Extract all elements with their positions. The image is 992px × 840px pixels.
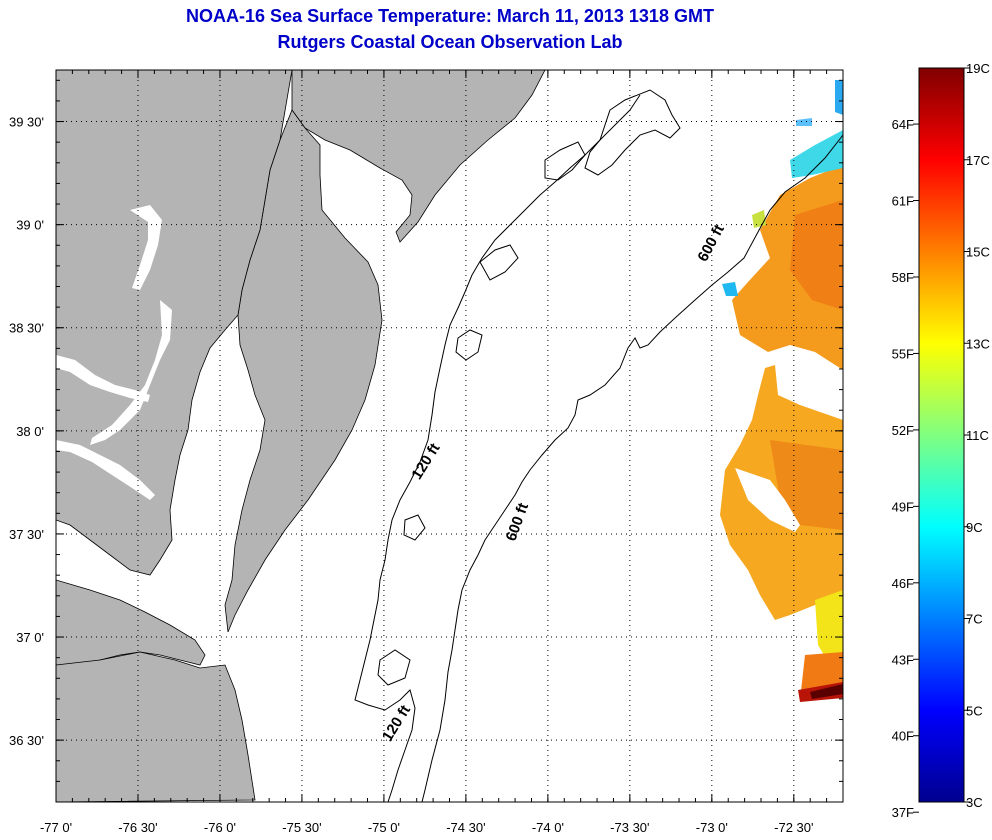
land-new-jersey xyxy=(291,70,546,243)
lon-tick-label: -77 0' xyxy=(40,820,72,835)
colorbar-label-f: 52F xyxy=(892,423,914,438)
lon-tick-label: -72 30' xyxy=(774,820,813,835)
contour-120ft-shoal-4 xyxy=(455,329,483,361)
lat-tick-label: 37 30' xyxy=(9,527,44,542)
colorbar-label-c: 11C xyxy=(966,428,989,443)
page-subtitle: Rutgers Coastal Ocean Observation Lab xyxy=(277,32,623,52)
graticule xyxy=(56,70,843,802)
lon-tick-label: -75 30' xyxy=(282,820,321,835)
colorbar-label-c: 5C xyxy=(966,703,983,718)
contour-120ft xyxy=(354,94,641,802)
colorbar-label-f: 55F xyxy=(892,346,914,361)
colorbar-labels: 3C 5C 7C 9C 11C 13C 15C 17C 19C 37F 40F 43F 46F 49F 52… xyxy=(892,61,990,820)
land-virginia-beach xyxy=(56,651,256,802)
sst-patch-north-warm xyxy=(790,200,843,310)
contour-120ft-shoal xyxy=(584,89,681,176)
bay-channel-3 xyxy=(56,440,155,500)
colorbar-label-c: 9C xyxy=(966,520,983,535)
sst-patch-south-dark xyxy=(810,684,843,699)
colorbar-label-c: 7C xyxy=(966,612,983,627)
contour-layer xyxy=(354,89,843,802)
colorbar-label-f: 64F xyxy=(892,117,914,132)
colorbar-label-f: 61F xyxy=(892,194,914,209)
contour-600ft xyxy=(421,134,843,802)
page-title: NOAA-16 Sea Surface Temperature: March 1… xyxy=(186,6,714,26)
lon-tick-label: -76 30' xyxy=(118,820,157,835)
colorbar-label-f: 43F xyxy=(892,652,914,667)
colorbar-label-f: 49F xyxy=(892,499,914,514)
sst-patch-yellow xyxy=(815,590,843,665)
colorbar-label-c: 15C xyxy=(966,245,990,260)
colorbar-label-f: 40F xyxy=(892,729,914,744)
bay-channel-2 xyxy=(56,355,150,402)
colorbar-label-f: 37F xyxy=(892,805,914,820)
lat-tick-label: 37 0' xyxy=(16,630,44,645)
contour-120ft-shoal-5 xyxy=(403,514,426,541)
contour-120ft-shoal-3 xyxy=(479,244,519,281)
sst-patch-middle-gap xyxy=(735,468,800,532)
sst-patch-cyan-3 xyxy=(796,118,812,126)
land-layer xyxy=(56,70,546,802)
land-western-shore xyxy=(56,70,293,576)
sst-data-layer xyxy=(720,80,843,702)
contour-120ft-shoal-6 xyxy=(377,649,411,686)
lon-tick-label: -74 0' xyxy=(532,820,564,835)
lat-tick-label: 39 30' xyxy=(9,115,44,130)
contour-120ft-shoal-2 xyxy=(544,141,586,181)
colorbar-label-c: 17C xyxy=(966,153,990,168)
colorbar xyxy=(918,67,965,803)
lon-tick-label: -75 0' xyxy=(368,820,400,835)
lat-tick-label: 38 30' xyxy=(9,321,44,336)
lon-tick-label: -74 30' xyxy=(446,820,485,835)
sst-patch-cyan-2 xyxy=(835,80,843,115)
lat-tick-label: 39 0' xyxy=(16,218,44,233)
lat-tick-label: 36 30' xyxy=(9,733,44,748)
lat-tick-label: 38 0' xyxy=(16,424,44,439)
lon-tick-label: -76 0' xyxy=(204,820,236,835)
lon-tick-label: -73 0' xyxy=(696,820,728,835)
lon-tick-label: -73 30' xyxy=(610,820,649,835)
colorbar-label-c: 19C xyxy=(966,61,990,76)
colorbar-label-f: 46F xyxy=(892,576,914,591)
sst-patch-cyan xyxy=(790,130,843,178)
colorbar-label-f: 58F xyxy=(892,270,914,285)
colorbar-label-c: 3C xyxy=(966,795,983,810)
bay-channel-4 xyxy=(130,205,162,290)
bay-channel xyxy=(90,300,172,445)
axis-ticks: -77 0' -76 30' -76 0' -75 30' -75 0' -74 30' -… xyxy=(9,70,844,835)
colorbar-label-c: 13C xyxy=(966,336,990,351)
sst-patch-cyan-4 xyxy=(722,282,738,296)
